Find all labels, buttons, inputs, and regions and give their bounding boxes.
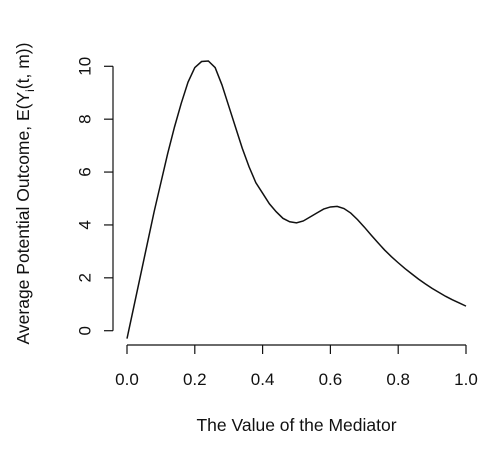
x-tick-label: 0.8 [386,370,410,389]
y-axis-title: Average Potential Outcome, E(Yi(t, m)) [13,43,37,345]
x-tick-label: 0.0 [115,370,139,389]
y-axis-title-main: Average Potential Outcome, E(Y [13,92,33,345]
x-tick-label: 0.4 [251,370,275,389]
y-tick-label: 2 [76,273,95,282]
y-axis: 0 2 4 6 8 10 [76,57,114,335]
x-axis-title: The Value of the Mediator [196,415,396,435]
y-tick-label: 8 [76,114,95,123]
x-tick-label: 1.0 [454,370,478,389]
x-axis: 0.0 0.2 0.4 0.6 0.8 1.0 [115,344,478,389]
x-tick-label: 0.6 [319,370,343,389]
y-tick-label: 6 [76,167,95,176]
y-tick-label: 10 [76,57,95,76]
plot-area [126,60,467,339]
series-line [126,60,467,339]
x-tick-label: 0.2 [183,370,207,389]
y-axis-title-subscript: i [23,89,37,92]
y-tick-label: 0 [76,326,95,335]
y-tick-label: 4 [76,220,95,229]
y-axis-title-tail: (t, m)) [13,43,33,90]
